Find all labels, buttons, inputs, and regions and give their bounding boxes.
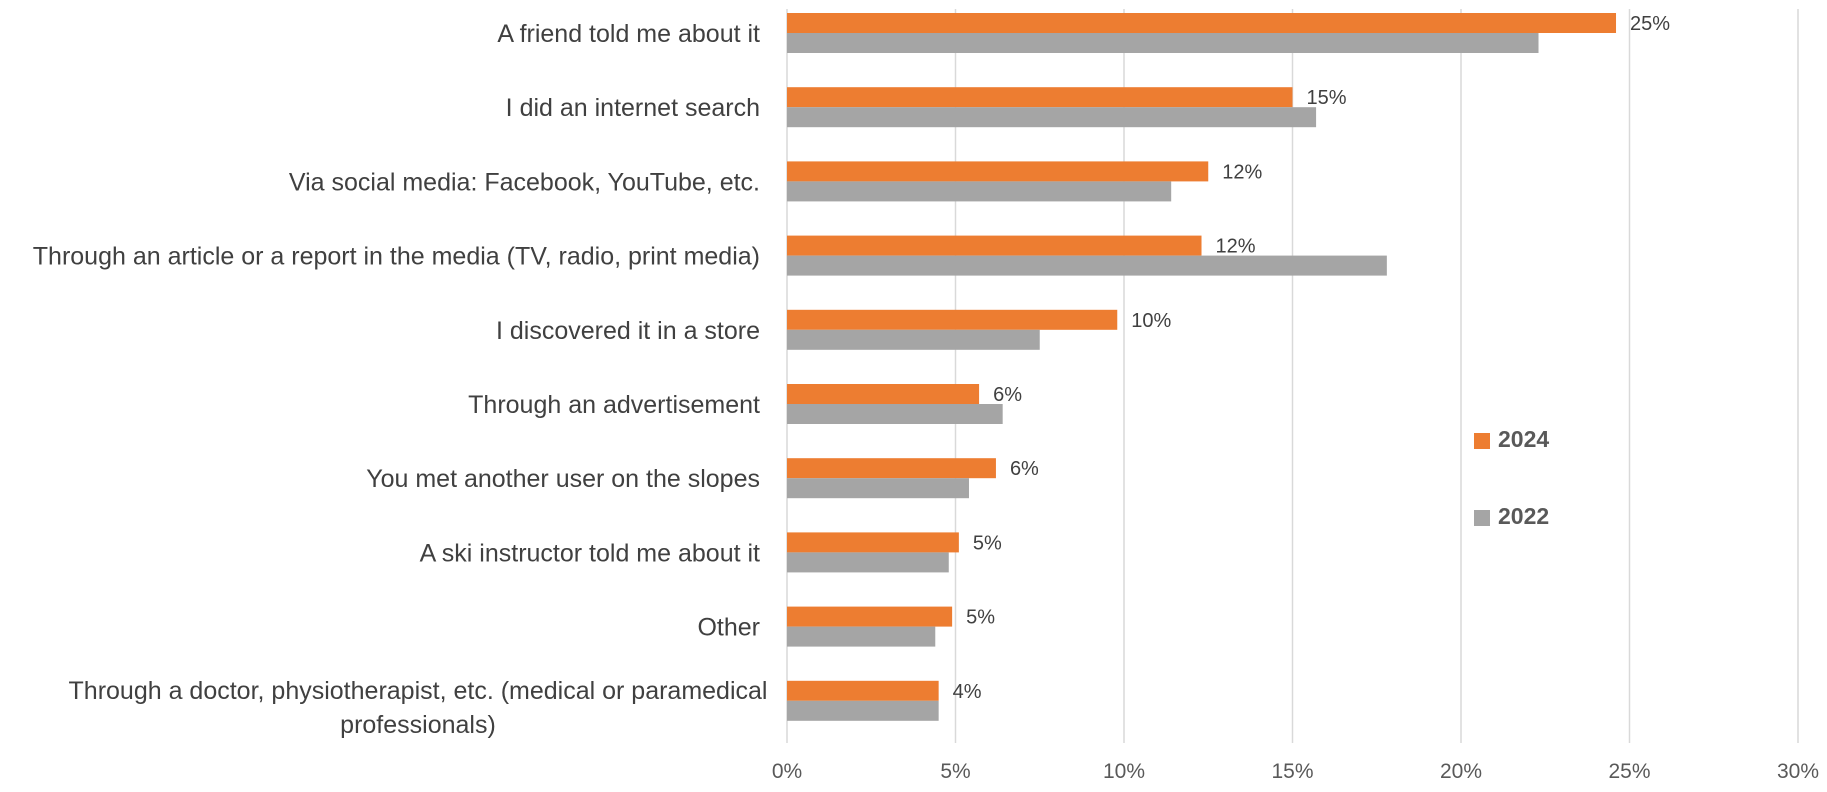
bar-2022-7: [787, 552, 949, 573]
category-label: A friend told me about it: [497, 20, 760, 48]
category-label: Other: [697, 614, 760, 642]
category-label: I did an internet search: [506, 94, 760, 122]
x-tick-label: 25%: [1608, 760, 1650, 783]
category-label: Through a doctor, physiotherapist, etc. …: [69, 677, 768, 739]
bars: [787, 13, 1617, 721]
legend-swatch-2022: [1474, 510, 1490, 526]
bar-2024-5: [787, 384, 980, 404]
category-label: Via social media: Facebook, YouTube, etc…: [289, 168, 760, 196]
bar-2024-8: [787, 606, 953, 627]
bar-2024-7: [787, 532, 959, 553]
x-tick-label: 5%: [940, 760, 970, 783]
legend-label-2024: 2024: [1498, 426, 1549, 452]
bar-2022-8: [787, 626, 936, 647]
legend-label-2022: 2022: [1498, 503, 1549, 529]
bar-2022-2: [787, 181, 1172, 202]
data-label-2024-5: 6%: [993, 384, 1022, 406]
gridlines: [786, 9, 1799, 743]
bar-2022-1: [787, 107, 1317, 128]
bar-2022-3: [787, 255, 1387, 276]
data-label-2024-1: 15%: [1307, 87, 1347, 109]
bar-2022-9: [787, 700, 939, 721]
bar-2024-1: [787, 87, 1293, 108]
bar-2024-6: [787, 458, 996, 479]
bar-2022-4: [787, 329, 1040, 350]
data-label-2024-2: 12%: [1222, 161, 1262, 183]
category-label: Through an advertisement: [468, 391, 760, 419]
bar-2022-6: [787, 478, 969, 499]
legend: 2024 2022: [1474, 426, 1549, 529]
x-tick-label: 10%: [1103, 760, 1145, 783]
data-label-2024-4: 10%: [1131, 310, 1171, 332]
bar-2024-9: [787, 680, 939, 701]
data-label-2024-8: 5%: [966, 607, 995, 629]
x-tick-label: 0%: [772, 760, 802, 783]
category-labels: A friend told me about it I did an intern…: [33, 20, 768, 739]
data-label-2024-0: 25%: [1630, 13, 1670, 35]
category-label-line: professionals): [340, 711, 496, 739]
x-tick-label: 15%: [1271, 760, 1313, 783]
bar-2024-4: [787, 309, 1118, 330]
x-tick-label: 30%: [1777, 760, 1819, 783]
data-label-2024-7: 5%: [973, 532, 1002, 554]
bar-2024-3: [787, 235, 1202, 256]
bar-2022-5: [787, 404, 1003, 424]
category-label: I discovered it in a store: [496, 317, 760, 345]
legend-swatch-2024: [1474, 433, 1490, 449]
bar-2024-0: [787, 13, 1617, 33]
bar-2022-0: [787, 33, 1539, 53]
x-axis-ticks: 0% 5% 10% 15% 20% 25% 30%: [772, 760, 1819, 783]
data-label-2024-6: 6%: [1010, 458, 1039, 480]
category-label: A ski instructor told me about it: [420, 539, 760, 567]
category-label: Through an article or a report in the me…: [33, 243, 760, 271]
data-labels: 25% 15% 12% 12% 10% 6% 6% 5% 5% 4%: [953, 13, 1671, 703]
bar-2024-2: [787, 161, 1209, 182]
x-tick-label: 20%: [1440, 760, 1482, 783]
category-label-line: Through a doctor, physiotherapist, etc. …: [69, 677, 768, 705]
data-label-2024-3: 12%: [1216, 236, 1256, 258]
data-label-2024-9: 4%: [953, 681, 982, 703]
category-label: You met another user on the slopes: [366, 465, 760, 493]
